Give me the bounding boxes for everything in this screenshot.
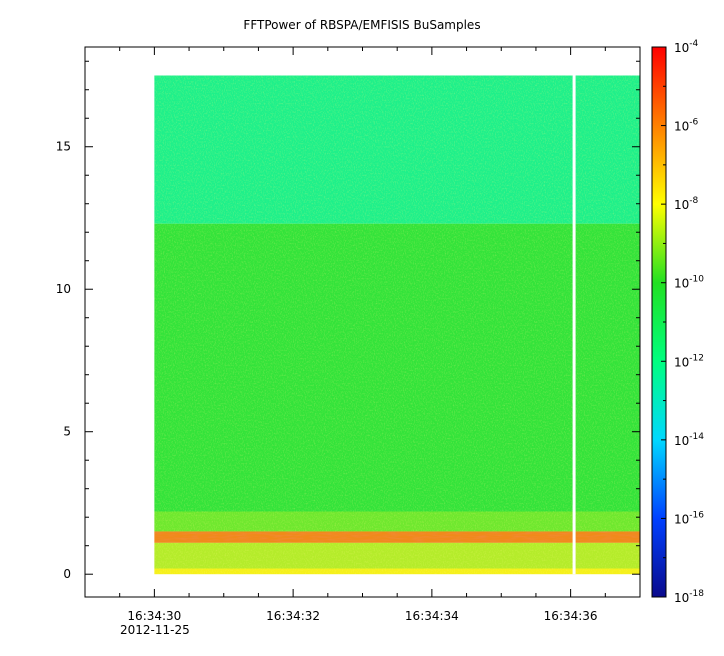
y-tick-label-10: 10 [56, 282, 71, 296]
colorbar-tick-label: 10-16 [674, 510, 704, 526]
chart-title: FFTPower of RBSPA/EMFISIS BuSamples [243, 18, 481, 32]
spectrogram-band-texture-4 [154, 542, 640, 569]
y-tick-label-0: 0 [63, 567, 71, 581]
colorbar-tick-label: 10-12 [674, 353, 704, 369]
colorbar-tick-label: 10-18 [674, 589, 704, 605]
y-tick-label-15: 15 [56, 140, 71, 154]
colorbar-tick-label: 10-4 [674, 39, 699, 55]
spectrogram-band-texture-3 [154, 531, 640, 543]
axes: 0 5 10 15 16:34:30 16:34:32 16:34:34 16:34:36 [56, 46, 641, 623]
y-tick-label-5: 5 [63, 425, 71, 439]
spectrogram-band-texture-2 [154, 511, 640, 532]
spectrogram-band-texture-5 [154, 568, 640, 575]
spectrogram-band-texture-1 [154, 223, 640, 512]
colorbar-tick-label: 10-10 [674, 275, 704, 291]
colorbar-tick-label: 10-8 [674, 196, 699, 212]
spectrogram-band-texture-0 [154, 75, 640, 224]
x-tick-label-16:34:34: 16:34:34 [405, 609, 459, 623]
x-tick-label-16:34:36: 16:34:36 [544, 609, 598, 623]
colorbar-tick-label: 10-14 [674, 432, 704, 448]
data-gap [572, 75, 576, 575]
x-tick-label-16:34:32: 16:34:32 [266, 609, 320, 623]
colorbar: 10-4 10-6 10-8 10-10 10-12 10-14 10-16 10-18 [651, 39, 704, 605]
plot-area [154, 75, 640, 575]
x-tick-label-16:34:30: 16:34:30 [127, 609, 181, 623]
colorbar-tick-label: 10-6 [674, 118, 699, 134]
x-axis-date-label: 2012-11-25 [120, 623, 190, 637]
